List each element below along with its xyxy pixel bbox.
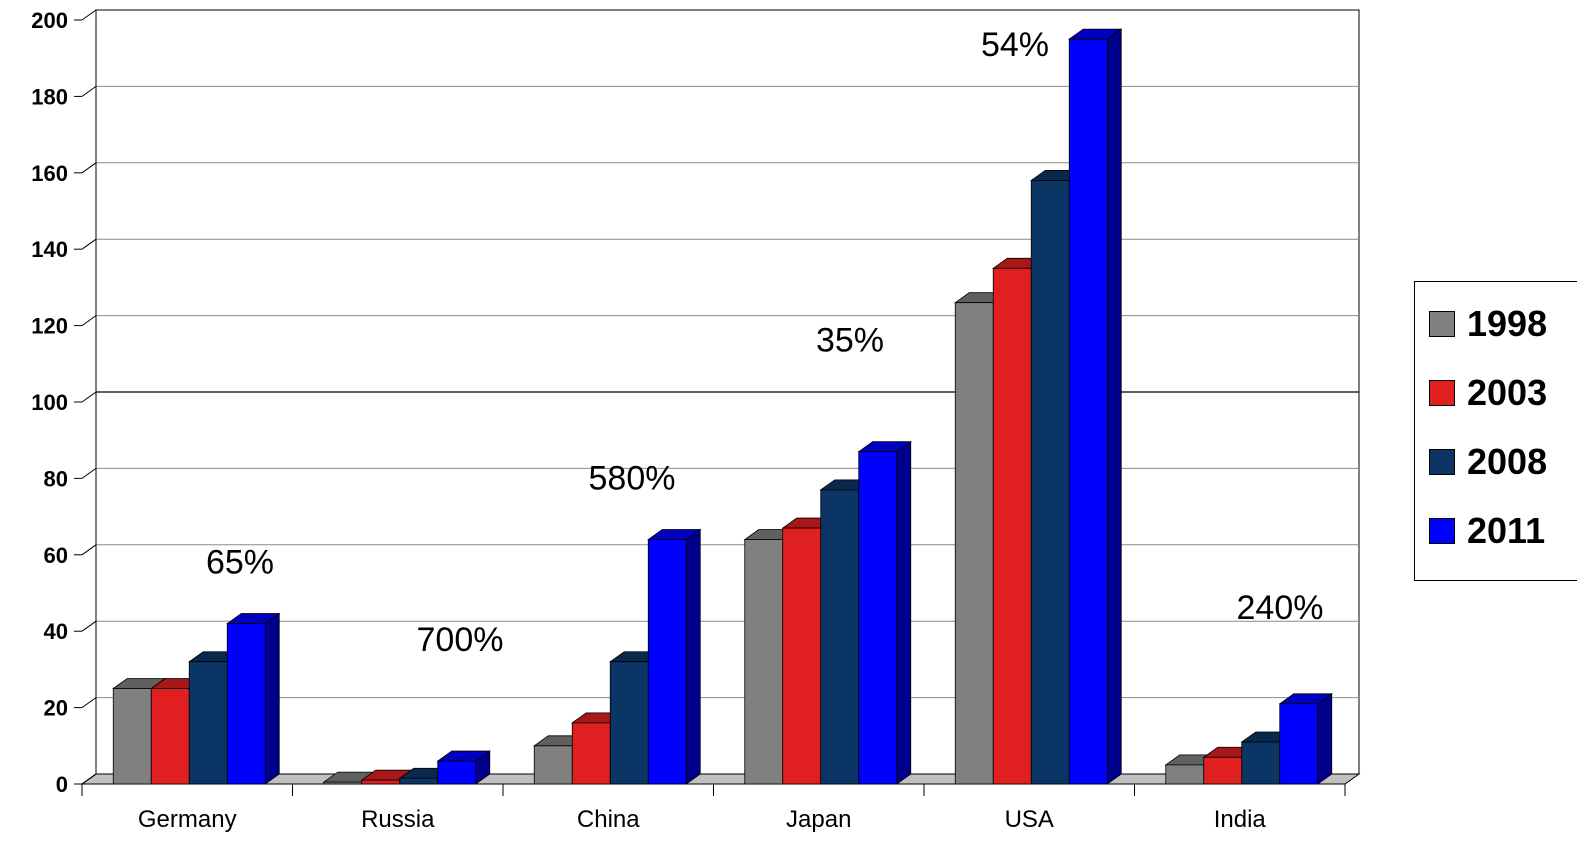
annotation-label: 65%: [206, 544, 274, 582]
bar-front: [1030, 180, 1070, 785]
bar-side: [896, 440, 912, 785]
bar-side: [685, 528, 701, 785]
legend-swatch-2003: [1429, 380, 1455, 406]
bar-front: [188, 661, 228, 785]
x-tick-label: Japan: [786, 806, 851, 833]
y-tick-diag: [81, 773, 97, 785]
y-tick-diag: [81, 544, 97, 556]
y-tick-label: 200: [31, 8, 68, 33]
bar-front: [782, 527, 822, 785]
y-tick-diag: [81, 85, 97, 97]
y-tick-label: 180: [31, 84, 68, 109]
legend-swatch-1998: [1429, 311, 1455, 337]
y-tick-diag: [81, 238, 97, 250]
legend-swatch-2008: [1429, 449, 1455, 475]
bar-front: [954, 302, 994, 785]
bar-front: [533, 745, 573, 785]
y-tick-diag: [81, 162, 97, 174]
bar-front: [150, 688, 190, 785]
bar-front: [1279, 703, 1319, 785]
y-tick-label: 160: [31, 161, 68, 186]
bar-front: [858, 451, 898, 785]
y-tick-label: 100: [31, 390, 68, 415]
legend-label-1998: 1998: [1467, 303, 1548, 344]
y-tick-diag: [81, 620, 97, 632]
bar-side: [1106, 28, 1122, 785]
bar-front: [437, 760, 477, 785]
bar-side: [1317, 693, 1333, 785]
y-tick-label: 80: [44, 466, 68, 491]
x-tick-label: Russia: [361, 806, 435, 833]
annotation-label: 240%: [1237, 589, 1324, 627]
bar-front: [744, 539, 784, 785]
bar: [1068, 28, 1123, 785]
x-tick-label: Germany: [138, 806, 237, 833]
bar-side: [264, 612, 280, 785]
bar-front: [112, 688, 152, 785]
x-tick-label: USA: [1005, 806, 1054, 833]
bar-front: [1241, 741, 1281, 785]
bar-front: [820, 489, 860, 785]
y-tick-label: 20: [44, 696, 68, 721]
bar-front: [1203, 756, 1243, 785]
bar: [1278, 693, 1333, 785]
annotation-label: 700%: [417, 621, 504, 659]
bar-front: [571, 722, 611, 785]
annotation-label: 54%: [981, 26, 1049, 64]
chart-legend: 1998 2003 2008 2011: [1414, 281, 1577, 581]
legend-item-2008: 2008: [1429, 441, 1548, 482]
bar-front: [323, 781, 363, 785]
bar-front: [1068, 38, 1108, 785]
legend-label-2011: 2011: [1467, 510, 1546, 551]
legend-item-2003: 2003: [1429, 372, 1548, 413]
bar-front: [647, 539, 687, 785]
y-tick-diag: [81, 9, 97, 21]
legend-item-1998: 1998: [1429, 303, 1548, 344]
y-tick-label: 60: [44, 543, 68, 568]
y-tick-label: 40: [44, 619, 68, 644]
y-tick-diag: [81, 697, 97, 709]
bar-front: [1165, 764, 1205, 785]
bar: [857, 440, 912, 785]
y-tick-diag: [81, 467, 97, 479]
y-tick-label: 140: [31, 237, 68, 262]
legend-item-2011: 2011: [1429, 510, 1546, 551]
bar-front: [399, 777, 439, 785]
x-tick-label: China: [577, 806, 640, 833]
bar: [647, 528, 702, 785]
legend-label-2003: 2003: [1467, 372, 1548, 413]
annotation-label: 580%: [589, 460, 676, 498]
x-tick-label: India: [1214, 806, 1267, 833]
y-tick-diag: [81, 315, 97, 327]
bar: [226, 612, 281, 785]
bar-front: [226, 623, 266, 785]
bar-front: [609, 661, 649, 785]
bar: [436, 750, 491, 785]
y-tick-label: 0: [56, 772, 68, 797]
y-tick-diag: [81, 391, 97, 403]
legend-label-2008: 2008: [1467, 441, 1548, 482]
annotation-label: 35%: [816, 322, 884, 360]
legend-swatch-2011: [1429, 518, 1455, 544]
y-tick-label: 120: [31, 314, 68, 339]
bar-front: [361, 779, 401, 785]
bar-front: [992, 267, 1032, 785]
